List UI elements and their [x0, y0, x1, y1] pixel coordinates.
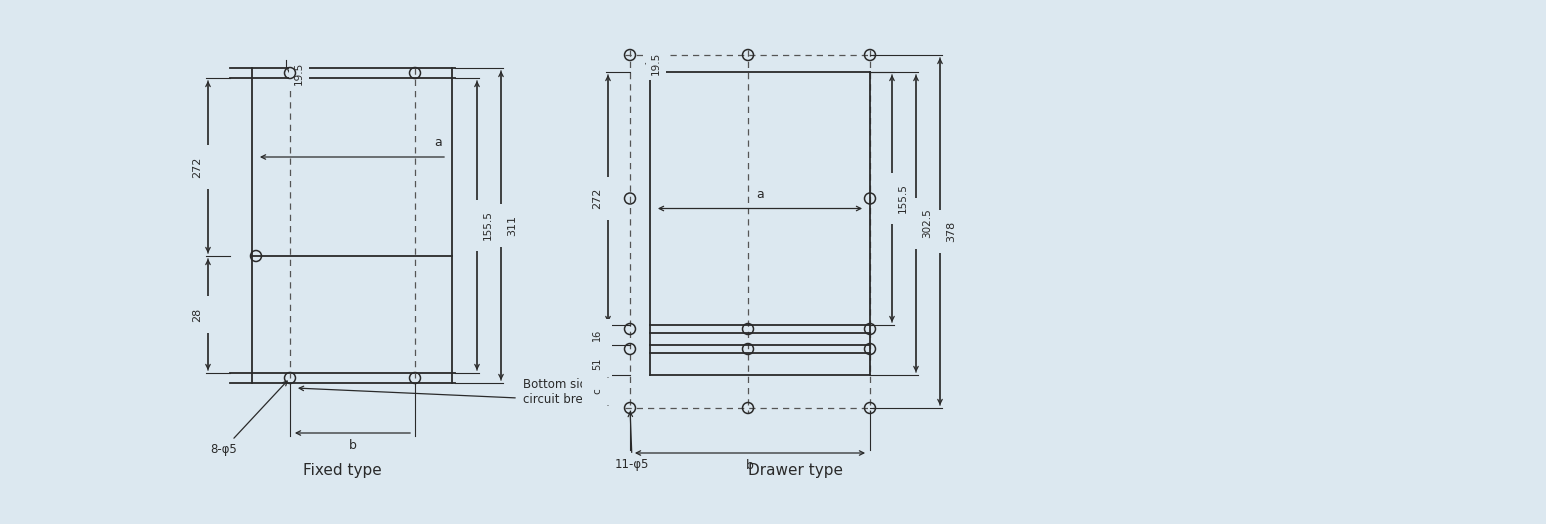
Text: 302.5: 302.5: [921, 209, 932, 238]
Text: 155.5: 155.5: [898, 183, 908, 213]
Text: 272: 272: [592, 188, 601, 209]
Text: 51: 51: [592, 358, 601, 370]
Text: 11-φ5: 11-φ5: [615, 412, 649, 471]
Text: 378: 378: [946, 221, 955, 242]
Text: b: b: [348, 439, 357, 452]
Text: 155.5: 155.5: [482, 211, 493, 241]
Text: c: c: [592, 389, 601, 395]
Text: 8-φ5: 8-φ5: [210, 381, 288, 456]
Text: 311: 311: [507, 215, 516, 236]
Text: 272: 272: [192, 156, 203, 178]
Text: 28: 28: [192, 308, 203, 322]
Text: b: b: [747, 459, 754, 472]
Text: 19.5: 19.5: [651, 52, 662, 75]
Text: Drawer type: Drawer type: [748, 463, 843, 477]
Text: 19.5: 19.5: [294, 61, 305, 84]
Text: 16: 16: [592, 329, 601, 341]
Text: Bottom side of
circuit breaker: Bottom side of circuit breaker: [523, 378, 609, 406]
Text: a: a: [434, 136, 442, 149]
Text: a: a: [756, 188, 764, 201]
Text: Fixed type: Fixed type: [303, 463, 382, 477]
